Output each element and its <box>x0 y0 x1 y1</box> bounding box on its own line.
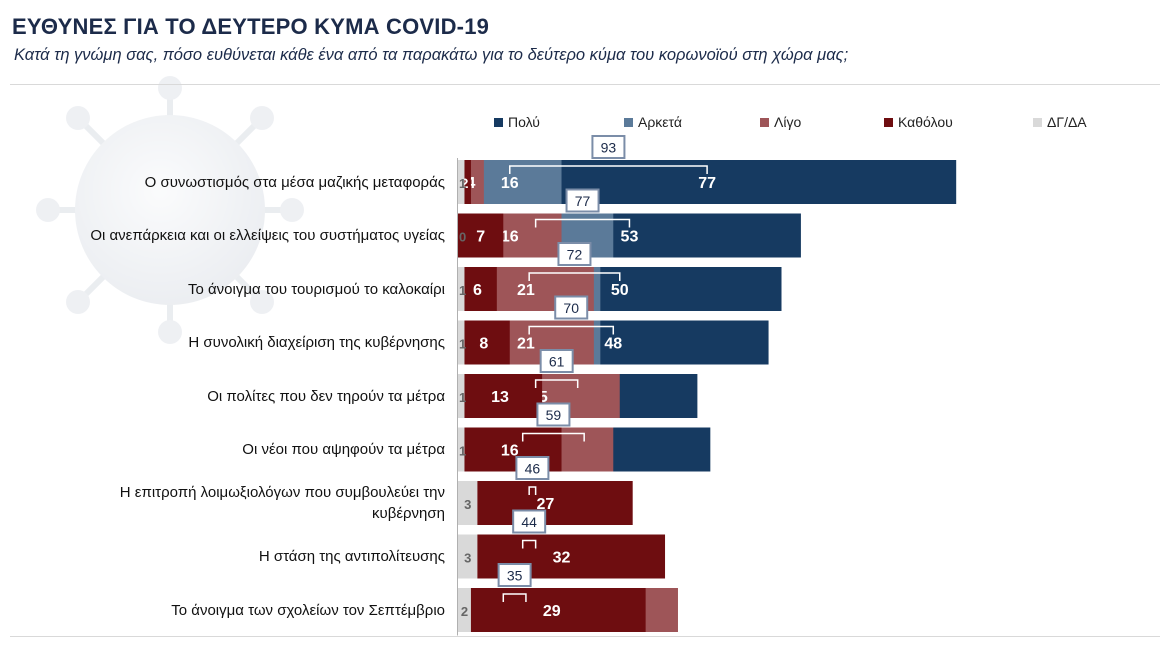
legend-item: ΔΓ/ΔΑ <box>1033 114 1087 130</box>
total-box <box>565 188 600 213</box>
data-label: 1 <box>459 390 466 405</box>
total-label: 77 <box>575 193 591 209</box>
virus-watermark-icon <box>36 76 304 344</box>
bar-segment <box>458 160 465 204</box>
total-box <box>557 242 592 266</box>
data-label: 48 <box>604 336 622 353</box>
category-label: Ο συνωστισμός στα μέσα μαζικής μεταφοράς <box>144 173 445 191</box>
total-bracket <box>534 218 631 228</box>
category-label: Οι ανεπάρκεια και οι ελλείψεις του συστή… <box>90 227 445 244</box>
bar-segment <box>458 267 465 311</box>
data-label: 21 <box>517 282 535 299</box>
total-label: 70 <box>563 300 579 316</box>
total-bracket <box>521 432 585 442</box>
bar-segment <box>458 534 478 579</box>
category-label: Η στάση της αντιπολίτευσης <box>258 548 445 565</box>
total-bracket <box>528 272 621 281</box>
legend-label: Λίγο <box>774 114 802 130</box>
total-label: 93 <box>601 140 617 156</box>
data-label: 29 <box>543 603 561 620</box>
legend-swatch <box>884 117 893 127</box>
bar-segment <box>458 320 510 365</box>
data-label: 3 <box>464 551 471 566</box>
data-label: 7 <box>476 229 485 246</box>
total-box <box>515 456 550 480</box>
data-label: 0 <box>459 230 466 245</box>
bottom-divider <box>10 636 1160 637</box>
data-label: 1 <box>459 176 466 191</box>
total-box <box>591 135 626 159</box>
data-label: 16 <box>501 229 519 246</box>
bar-segment <box>458 374 543 418</box>
legend-swatch <box>1033 117 1042 127</box>
legend-label: ΔΓ/ΔΑ <box>1047 114 1087 130</box>
category-label: Το άνοιγμα του τουρισμού το καλοκαίρι <box>187 280 445 298</box>
total-bracket <box>521 539 537 549</box>
category-label: Οι νέοι που αψηφούν τα μέτρα <box>242 441 445 458</box>
legend-item: Πολύ <box>494 114 540 130</box>
legend-swatch <box>760 117 769 127</box>
legend-label: Αρκετά <box>638 114 682 130</box>
data-label: 32 <box>553 550 571 567</box>
total-label: 61 <box>549 354 565 370</box>
bar-segment <box>458 213 504 258</box>
page-title: ΕΥΘΥΝΕΣ ΓΙΑ ΤΟ ΔΕΥΤΕΡΟ ΚΥΜΑ COVID-19 <box>12 14 490 39</box>
category-label: Το άνοιγμα των σχολείων τον Σεπτέμβριο <box>171 601 445 619</box>
data-label: 6 <box>473 282 482 299</box>
total-box <box>497 563 532 587</box>
total-label: 44 <box>521 514 537 530</box>
bar-segment <box>458 320 465 365</box>
data-label: 77 <box>698 175 716 192</box>
total-label: 59 <box>546 407 562 423</box>
data-label: 4 <box>466 175 475 192</box>
total-label: 72 <box>567 247 583 263</box>
total-bracket <box>509 165 708 174</box>
legend-swatch <box>494 117 503 127</box>
bar-segment <box>458 588 471 632</box>
category-label: Οι πολίτες που δεν τηρούν τα μέτρα <box>207 387 445 405</box>
bar-segment <box>458 588 646 632</box>
data-label: 21 <box>517 336 535 353</box>
total-bracket <box>534 379 579 388</box>
total-box <box>554 295 589 320</box>
legend-item: Αρκετά <box>624 114 682 130</box>
data-label: 27 <box>536 496 554 513</box>
total-box <box>539 349 574 373</box>
total-label: 35 <box>507 568 523 584</box>
data-label: 1 <box>459 283 466 298</box>
total-bracket <box>528 486 537 495</box>
data-label: 1 <box>459 337 466 352</box>
bar-segment <box>458 534 666 579</box>
data-label: 50 <box>611 282 629 299</box>
bar-segment <box>458 481 478 525</box>
data-label: 3 <box>464 497 471 512</box>
data-label: 1 <box>459 444 466 459</box>
category-label: Η συνολική διαχείριση της κυβέρνησης <box>188 334 445 351</box>
data-label: 8 <box>479 336 488 353</box>
total-bracket <box>528 325 615 335</box>
legend-label: Καθόλου <box>898 114 953 130</box>
data-label: 16 <box>501 443 519 460</box>
data-label: 2 <box>461 604 468 619</box>
data-label: 2 <box>461 175 469 191</box>
legend-item: Λίγο <box>760 114 801 130</box>
top-divider <box>10 84 1160 85</box>
data-label: 13 <box>491 389 509 406</box>
total-box <box>536 402 571 427</box>
total-label: 46 <box>525 461 541 477</box>
total-bracket <box>502 593 527 602</box>
total-box <box>512 509 547 534</box>
legend-swatch <box>624 117 633 127</box>
legend-item: Καθόλου <box>884 114 953 130</box>
legend-label: Πολύ <box>508 114 540 130</box>
category-label: Η επιτροπή λοιμωξιολόγων που συμβουλεύει… <box>119 484 445 522</box>
data-label: 53 <box>621 229 639 246</box>
data-label: 16 <box>501 175 519 192</box>
bar-segment <box>458 427 465 472</box>
bar-segment <box>458 374 465 418</box>
page-subtitle: Κατά τη γνώμη σας, πόσο ευθύνεται κάθε έ… <box>14 46 849 64</box>
